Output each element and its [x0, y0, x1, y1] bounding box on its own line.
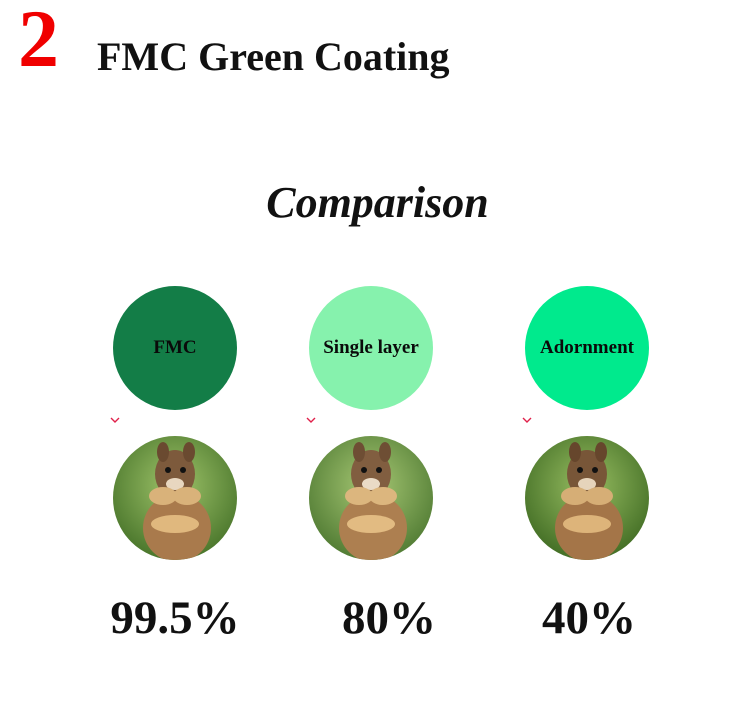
coating-label: Single layer [323, 337, 419, 358]
coating-label: FMC [153, 337, 197, 358]
page-title: FMC Green Coating [97, 34, 450, 79]
chevron-down-icon [110, 417, 120, 423]
coating-circle-fmc: FMC [113, 286, 237, 410]
coating-label: Adornment [540, 337, 634, 358]
squirrel-photo [525, 436, 649, 560]
section-number: 2 [18, 0, 59, 84]
coating-circle-adornment: Adornment [525, 286, 649, 410]
squirrel-photo [113, 436, 237, 560]
comparison-column-adornment: Adornment [522, 286, 652, 560]
coating-circle-single-layer: Single layer [309, 286, 433, 410]
percent-value-adornment: 40% [542, 592, 636, 644]
comparison-column-single-layer: Single layer [306, 286, 436, 560]
chevron-down-icon [522, 417, 532, 423]
chevron-down-icon [306, 417, 316, 423]
percent-value-fmc: 99.5% [110, 592, 240, 644]
comparison-column-fmc: FMC [110, 286, 240, 560]
comparison-heading: Comparison [266, 178, 489, 227]
percent-value-single-layer: 80% [342, 592, 436, 644]
squirrel-photo [309, 436, 433, 560]
